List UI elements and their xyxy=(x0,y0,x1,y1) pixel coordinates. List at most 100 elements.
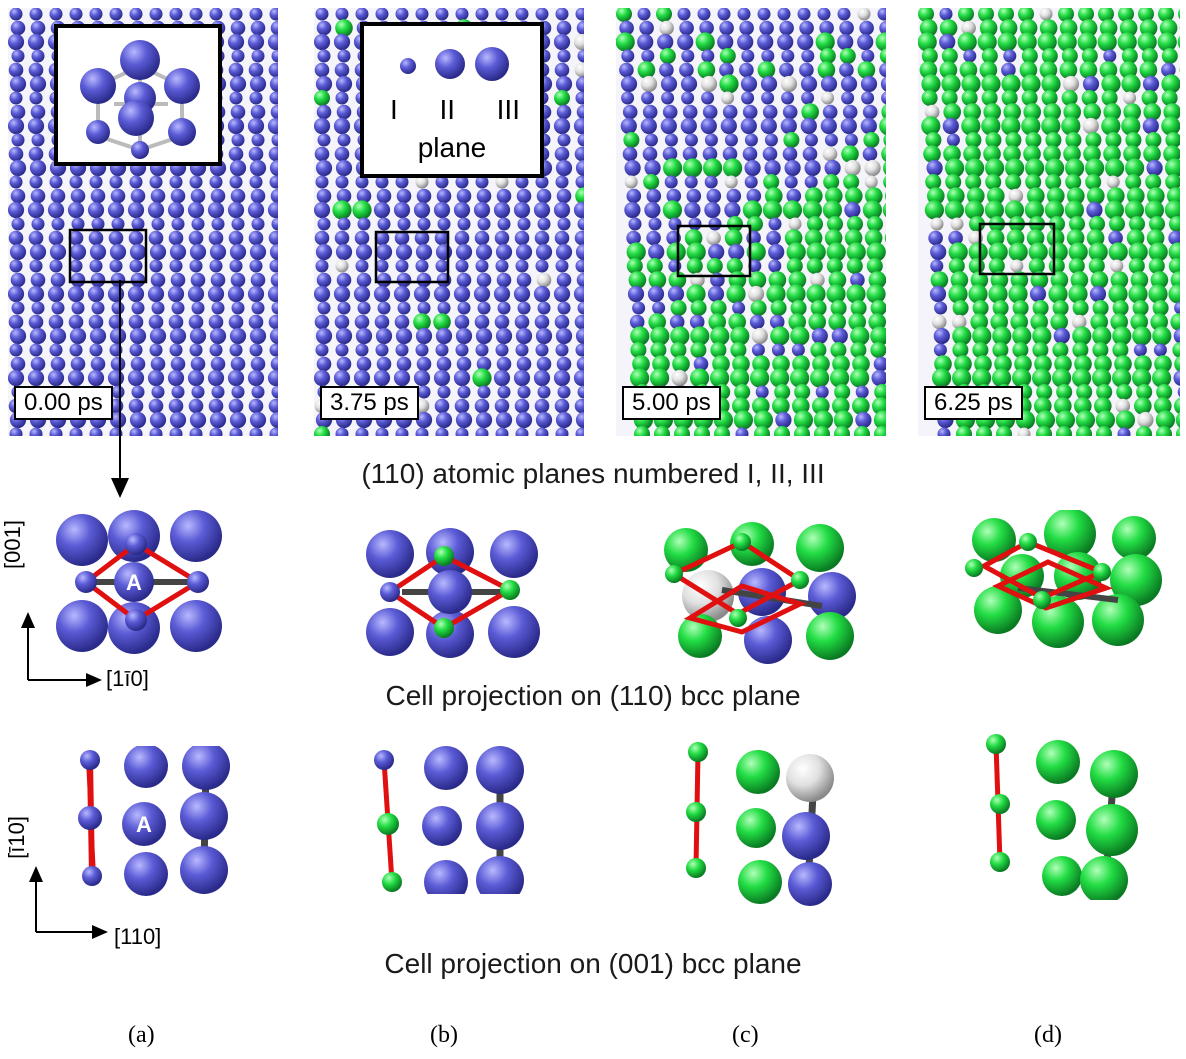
atom xyxy=(970,313,988,331)
atom xyxy=(672,355,690,373)
cell-001-c xyxy=(686,742,834,906)
atom xyxy=(870,342,886,358)
atom xyxy=(535,343,549,357)
atom xyxy=(1083,103,1101,121)
atom xyxy=(415,175,429,189)
atom xyxy=(1161,74,1180,94)
atom xyxy=(209,259,223,273)
atom xyxy=(972,368,992,388)
atom xyxy=(269,91,278,105)
atom xyxy=(850,342,867,358)
atom xyxy=(149,427,163,436)
atom xyxy=(315,259,329,273)
atom xyxy=(495,8,509,21)
atom xyxy=(921,90,938,106)
atom xyxy=(934,355,952,373)
atom xyxy=(650,326,670,346)
atom xyxy=(8,285,25,303)
atom xyxy=(987,187,1005,205)
atom xyxy=(29,91,43,105)
atom xyxy=(1143,103,1161,121)
atom xyxy=(248,398,264,414)
atom xyxy=(1142,75,1160,93)
atom xyxy=(110,272,126,288)
atom xyxy=(1090,271,1109,289)
atom xyxy=(28,146,44,162)
atom xyxy=(335,159,353,177)
snapshot-panel-a: 0.00 ps xyxy=(8,8,278,436)
atom xyxy=(1143,145,1161,163)
atom xyxy=(49,8,63,21)
atom xyxy=(250,188,266,204)
atom xyxy=(270,356,278,372)
atom xyxy=(314,201,331,219)
atom xyxy=(1132,326,1152,346)
atom xyxy=(271,49,278,63)
atom xyxy=(972,326,992,346)
atom xyxy=(536,272,552,288)
atom xyxy=(513,369,531,387)
atom xyxy=(706,188,722,204)
atom xyxy=(497,385,511,399)
atom xyxy=(268,230,278,246)
atom xyxy=(314,230,330,246)
atom xyxy=(624,175,638,189)
atom xyxy=(970,271,989,289)
atom xyxy=(932,368,952,388)
atom xyxy=(129,8,143,21)
atom xyxy=(1161,90,1178,106)
atom xyxy=(375,343,389,357)
atom xyxy=(919,61,938,79)
atom xyxy=(1118,8,1134,22)
atom xyxy=(720,117,737,135)
atom xyxy=(766,230,781,246)
atom xyxy=(662,200,682,220)
atom xyxy=(782,104,798,120)
atom xyxy=(710,342,727,358)
atom xyxy=(128,398,144,414)
atom xyxy=(433,285,451,303)
atom xyxy=(11,133,25,147)
atom xyxy=(455,343,469,357)
atom xyxy=(817,61,836,79)
atom xyxy=(151,301,165,315)
atom xyxy=(1139,61,1158,79)
atom xyxy=(1003,49,1017,63)
atom xyxy=(988,242,1008,262)
atom xyxy=(1025,132,1042,148)
atom xyxy=(723,158,743,178)
atom xyxy=(797,33,814,51)
atom xyxy=(733,410,753,430)
atom xyxy=(862,200,882,220)
atom xyxy=(373,201,391,219)
atom xyxy=(1117,427,1131,436)
atom xyxy=(1107,187,1125,205)
atom xyxy=(1054,397,1072,415)
atom xyxy=(169,175,183,189)
atom xyxy=(801,49,815,63)
atom xyxy=(474,398,490,414)
atom xyxy=(150,188,166,204)
atom xyxy=(514,314,530,330)
atom xyxy=(686,188,702,204)
atom xyxy=(268,146,278,162)
atom xyxy=(316,20,332,36)
atom xyxy=(1175,412,1180,428)
atom xyxy=(779,62,794,78)
atom xyxy=(576,104,584,120)
atom xyxy=(577,217,584,231)
atom xyxy=(575,187,584,205)
atom xyxy=(783,132,800,148)
atom xyxy=(1041,116,1061,136)
atom xyxy=(639,20,654,36)
atom xyxy=(68,314,84,330)
atom xyxy=(1147,187,1165,205)
atom xyxy=(643,174,660,190)
atom xyxy=(1116,384,1133,400)
atom xyxy=(752,397,770,415)
atom xyxy=(1152,300,1169,316)
atom xyxy=(537,217,551,231)
atom xyxy=(49,427,63,436)
atom xyxy=(150,272,166,288)
atom xyxy=(90,356,106,372)
